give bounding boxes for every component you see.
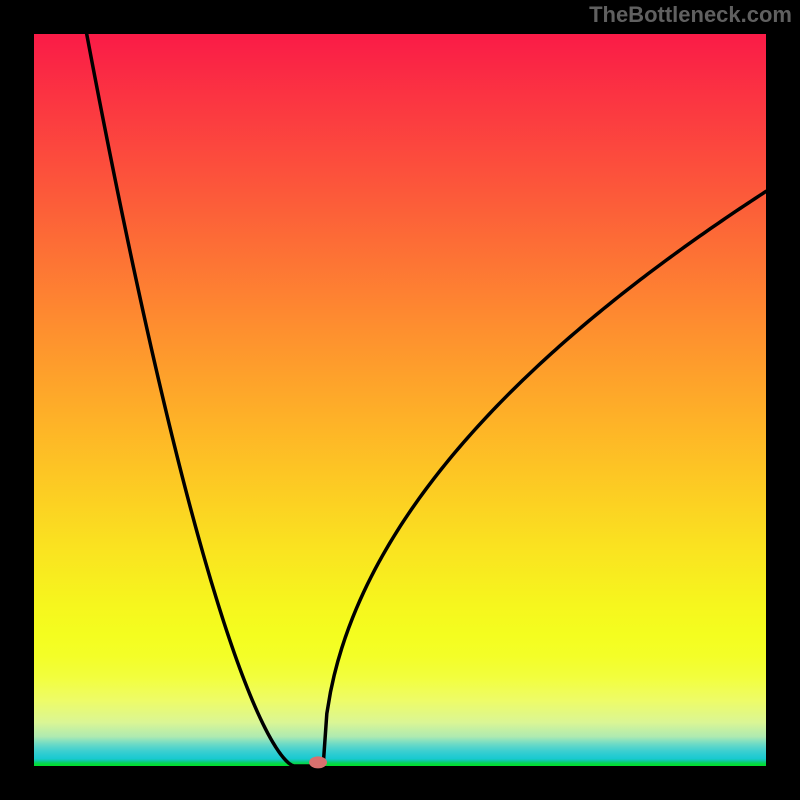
- plot-svg: [0, 0, 800, 800]
- attribution-label: TheBottleneck.com: [589, 2, 792, 28]
- plot-area: [34, 34, 766, 766]
- dip-marker: [309, 756, 327, 768]
- figure-container: TheBottleneck.com: [0, 0, 800, 800]
